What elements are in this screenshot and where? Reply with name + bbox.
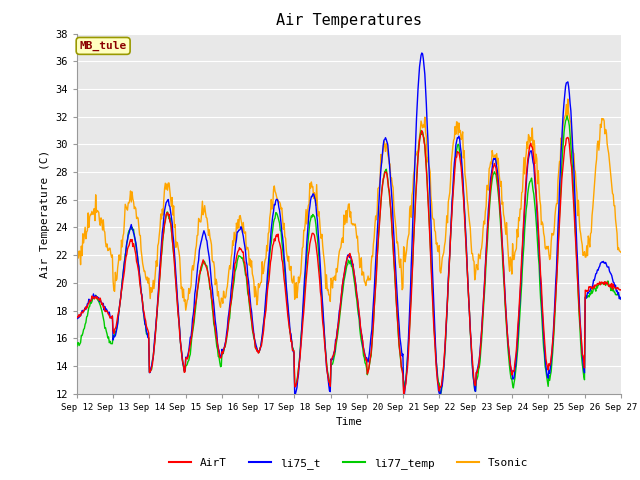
- li75_t: [223, 330, 230, 336]
- li75_t: [418, 50, 426, 56]
- Y-axis label: Air Temperature (C): Air Temperature (C): [40, 149, 50, 278]
- Line: Tsonic: Tsonic: [77, 99, 621, 310]
- AirT: [223, 334, 230, 340]
- AirT: [433, 364, 440, 370]
- li77_temp: [139, 300, 147, 305]
- AirT: [83, 305, 90, 311]
- Tsonic: [564, 96, 572, 102]
- Line: li77_temp: li77_temp: [77, 116, 621, 395]
- AirT: [194, 285, 202, 290]
- li77_temp: [563, 113, 571, 119]
- li75_t: [617, 296, 625, 302]
- li77_temp: [73, 343, 81, 349]
- li77_temp: [431, 334, 438, 339]
- li75_t: [194, 262, 202, 267]
- Legend: AirT, li75_t, li77_temp, Tsonic: AirT, li75_t, li77_temp, Tsonic: [164, 453, 533, 473]
- AirT: [400, 391, 408, 397]
- Text: MB_tule: MB_tule: [79, 41, 127, 51]
- li77_temp: [223, 336, 230, 342]
- Tsonic: [617, 249, 625, 255]
- X-axis label: Time: Time: [335, 417, 362, 427]
- li75_t: [83, 304, 90, 310]
- li75_t: [416, 64, 424, 70]
- Tsonic: [83, 229, 90, 235]
- AirT: [617, 287, 625, 293]
- li77_temp: [83, 314, 90, 320]
- li77_temp: [415, 144, 422, 149]
- Tsonic: [223, 283, 231, 289]
- li75_t: [433, 357, 440, 362]
- li75_t: [139, 302, 147, 308]
- li77_temp: [436, 392, 444, 397]
- Line: li75_t: li75_t: [77, 53, 621, 395]
- Tsonic: [431, 229, 439, 235]
- Line: AirT: AirT: [77, 131, 621, 394]
- AirT: [418, 128, 426, 133]
- Tsonic: [73, 251, 81, 257]
- li77_temp: [194, 285, 202, 290]
- li75_t: [401, 392, 408, 397]
- Tsonic: [195, 216, 202, 221]
- li75_t: [73, 314, 81, 320]
- Tsonic: [182, 307, 189, 313]
- li77_temp: [617, 296, 625, 301]
- Tsonic: [416, 134, 424, 140]
- AirT: [73, 314, 81, 320]
- AirT: [416, 137, 424, 143]
- AirT: [139, 300, 147, 306]
- Tsonic: [139, 261, 147, 266]
- Title: Air Temperatures: Air Temperatures: [276, 13, 422, 28]
